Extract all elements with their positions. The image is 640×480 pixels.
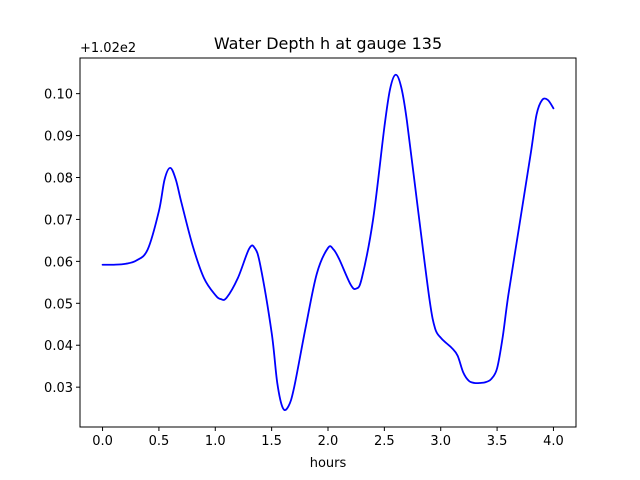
x-tick-label: 4.0 [543,434,564,449]
y-axis-ticks: 0.03 0.04 0.05 0.06 0.07 0.08 0.09 0.10 [44,88,80,396]
series-line [101,73,555,411]
x-tick-label: 0.0 [92,434,113,449]
y-tick-label: 0.05 [44,297,73,312]
x-tick-label: 3.0 [430,434,451,449]
x-tick-label: 2.0 [318,434,339,449]
x-tick-label: 1.5 [261,434,282,449]
y-axis-offset-label: +1.02e2 [80,41,136,56]
y-tick-label: 0.06 [44,255,73,270]
x-tick-label: 0.5 [149,434,170,449]
chart-title: Water Depth h at gauge 135 [214,34,442,53]
y-tick-label: 0.03 [44,381,73,396]
y-tick-label: 0.10 [44,88,73,103]
x-tick-label: 3.5 [487,434,508,449]
y-tick-label: 0.07 [44,213,73,228]
y-tick-label: 0.04 [44,339,73,354]
x-tick-label: 1.0 [205,434,226,449]
x-axis-label: hours [310,456,347,471]
series-layer [101,73,555,411]
x-axis-ticks: 0.0 0.5 1.0 1.5 2.0 2.5 3.0 3.5 4.0 [92,427,564,449]
y-tick-label: 0.09 [44,130,73,145]
y-tick-label: 0.08 [44,172,73,187]
plot-frame [79,57,577,428]
x-tick-label: 2.5 [374,434,395,449]
